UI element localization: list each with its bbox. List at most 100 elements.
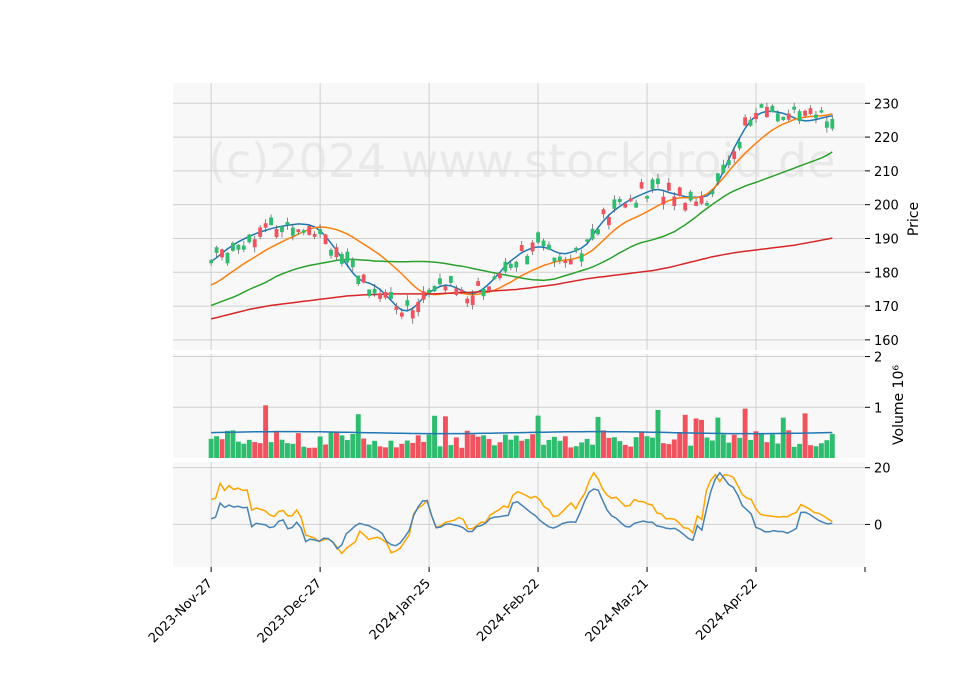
volume-bar xyxy=(780,417,786,458)
volume-bar xyxy=(225,430,230,458)
volume-bar xyxy=(344,440,350,458)
volume-bar xyxy=(372,440,378,458)
volume-bar xyxy=(655,409,661,458)
y-tick-label: 210 xyxy=(874,165,899,180)
volume-bar xyxy=(786,430,792,458)
candle-body xyxy=(552,257,557,262)
y-tick-label: 160 xyxy=(874,334,899,349)
indicator-lines xyxy=(210,471,833,555)
candle-body xyxy=(715,173,720,182)
candle-body xyxy=(814,114,818,119)
candle-body xyxy=(356,275,361,285)
volume-bar xyxy=(284,443,290,458)
candle-body xyxy=(737,141,742,149)
candle-body xyxy=(726,160,731,166)
y-tick-label: 170 xyxy=(874,300,899,315)
volume-bar xyxy=(699,419,704,458)
candle-body xyxy=(383,292,388,298)
volume-bar xyxy=(334,431,339,458)
candle-body xyxy=(699,195,704,204)
candle-body xyxy=(563,260,568,263)
candle-body xyxy=(361,274,366,283)
y-tick-label: 1 xyxy=(874,401,882,416)
candle-body xyxy=(721,164,726,173)
candle-body xyxy=(677,187,682,196)
candle-body xyxy=(683,202,688,211)
volume-bar xyxy=(562,436,568,458)
volume-axis: 12 xyxy=(865,351,882,416)
candle-body xyxy=(247,234,252,243)
candle-body xyxy=(601,209,606,215)
candle-body xyxy=(590,228,595,240)
candle-body xyxy=(209,260,214,264)
candle-body xyxy=(688,191,693,201)
date-axis: 2023-Nov-27 2023-Dec-27 2024-Jan-25 2024-Fe… xyxy=(146,567,866,646)
candle-body xyxy=(650,179,655,190)
volume-bar xyxy=(644,436,650,458)
volume-bar xyxy=(808,445,813,458)
volume-bar xyxy=(579,442,585,458)
candle-body xyxy=(312,233,317,237)
candle-body xyxy=(340,254,344,264)
volume-bar xyxy=(688,445,694,458)
candle-body xyxy=(476,281,481,286)
candle-body xyxy=(263,223,268,228)
x-tick-label: 2023-Dec-27 xyxy=(255,576,325,646)
moving-average-line xyxy=(210,113,833,296)
candle-body xyxy=(623,203,628,208)
volume-bar xyxy=(502,434,508,458)
price-panel xyxy=(173,83,865,350)
volume-bar xyxy=(415,435,421,458)
volume-bar xyxy=(257,443,263,458)
volume-bar xyxy=(323,444,329,458)
candle-body xyxy=(830,119,835,129)
candle-body xyxy=(405,300,410,306)
volume-bar xyxy=(301,446,307,458)
volume-bar xyxy=(606,437,612,458)
candle-body xyxy=(743,117,748,126)
y-tick-label: 20 xyxy=(874,462,891,477)
volume-bar xyxy=(497,442,503,458)
volume-bar xyxy=(720,434,726,458)
volume-bar xyxy=(693,418,699,458)
candle-body xyxy=(694,201,698,206)
y-tick-label: 190 xyxy=(874,232,899,247)
candle-body xyxy=(786,113,791,120)
candle-body xyxy=(470,295,475,306)
candle-body xyxy=(329,249,333,256)
volume-bar xyxy=(404,440,410,458)
candle-body xyxy=(318,229,323,235)
candle-body xyxy=(236,244,241,250)
volume-bar xyxy=(535,415,541,458)
volume-bar xyxy=(268,442,274,458)
x-tick-label: 2023-Nov-27 xyxy=(146,576,216,646)
y-tick-label: 180 xyxy=(874,266,899,281)
candle-body xyxy=(525,255,530,265)
volume-bar xyxy=(481,435,487,458)
volume-bar xyxy=(677,433,683,458)
candle-body xyxy=(568,259,573,265)
candle-body xyxy=(514,261,519,268)
x-tick-label: 2024-Mar-21 xyxy=(583,576,652,645)
x-tick-label: 2024-Feb-22 xyxy=(474,576,543,645)
candle-body xyxy=(448,276,453,283)
volume-bar xyxy=(791,446,797,458)
volume-bar xyxy=(432,415,437,458)
volume-bar xyxy=(366,444,372,458)
volume-bar xyxy=(508,439,514,458)
candle-body xyxy=(258,227,263,237)
candle-body xyxy=(797,111,802,122)
volume-bar xyxy=(475,436,481,458)
volume-bar xyxy=(759,433,764,458)
candle-body xyxy=(285,221,290,226)
candle-body xyxy=(280,226,284,233)
volume-bar xyxy=(252,442,258,458)
candle-body xyxy=(231,242,235,251)
candle-body xyxy=(775,113,780,122)
volume-bar xyxy=(513,435,519,458)
y-tick-label: 230 xyxy=(874,97,899,112)
volume-bar xyxy=(633,437,639,458)
moving-average-line xyxy=(210,237,833,320)
indicator-line xyxy=(210,471,833,550)
candle-body xyxy=(819,110,824,113)
